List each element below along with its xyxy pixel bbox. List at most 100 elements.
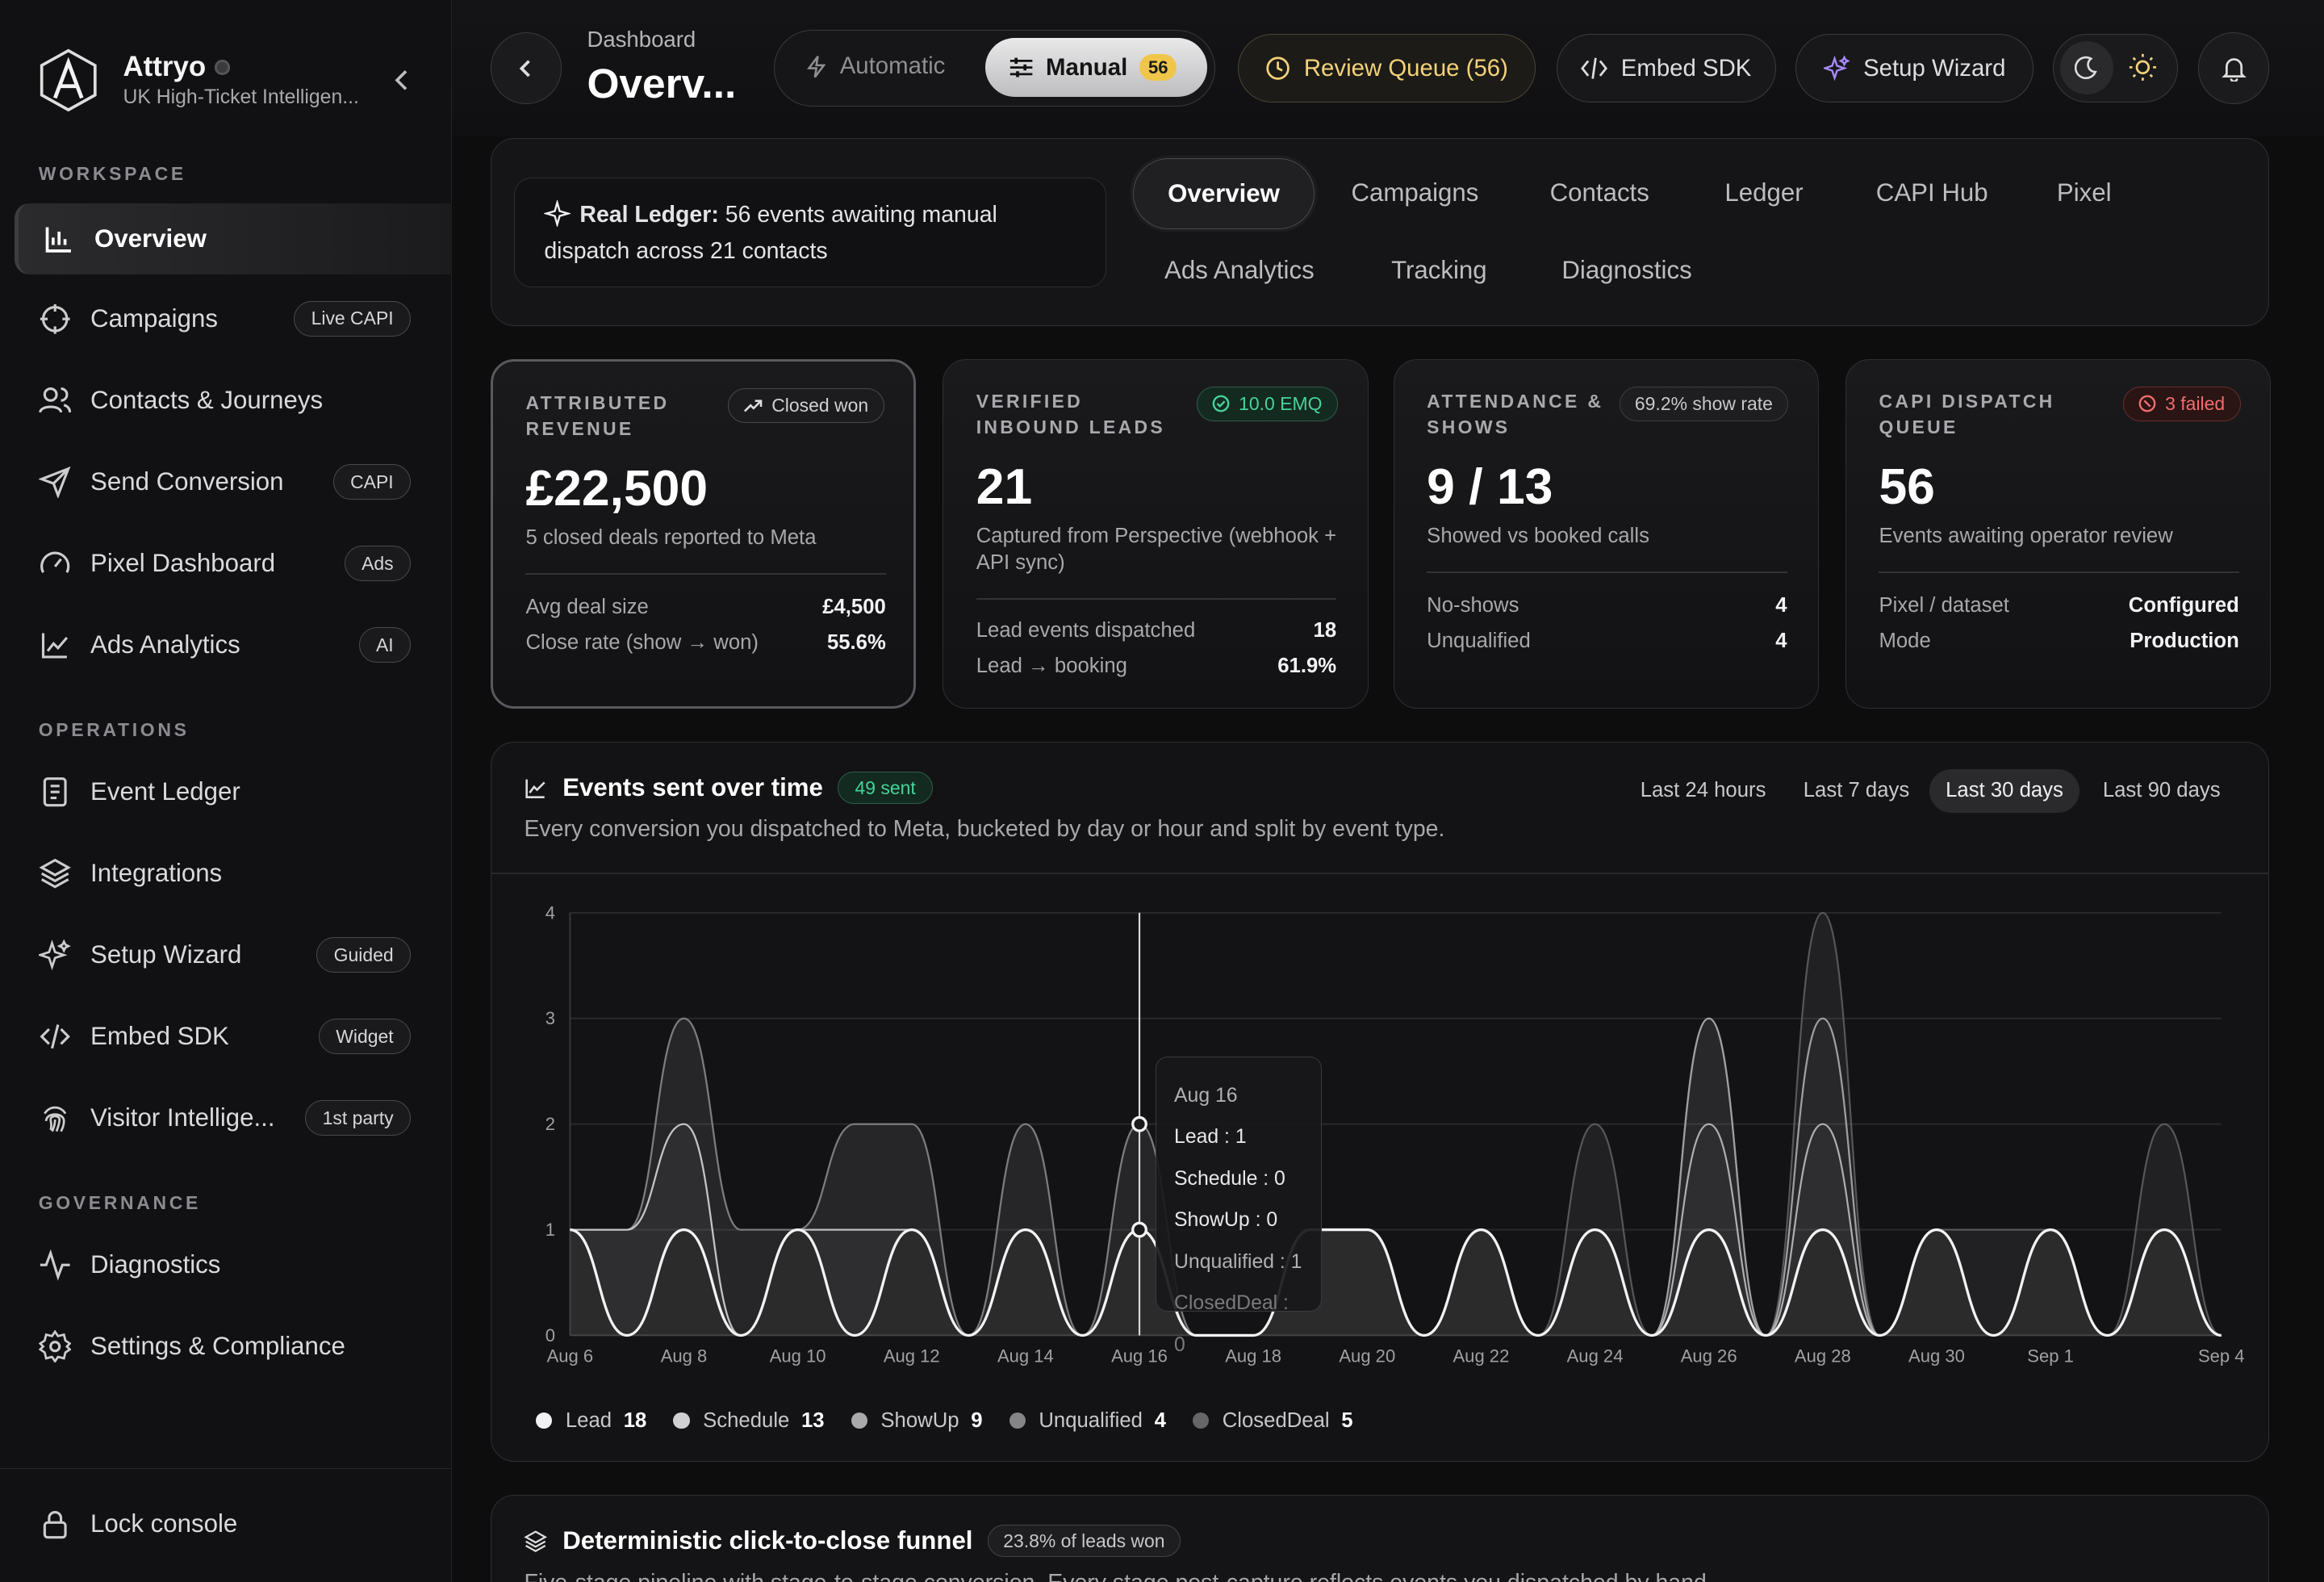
- lock-console-button[interactable]: Lock console: [15, 1488, 452, 1559]
- chart-legend: Lead 18 Schedule 13 ShowUp 9 Unqualified 4 C…: [536, 1409, 1353, 1433]
- legend-item-lead[interactable]: Lead 18: [536, 1409, 646, 1433]
- mode-toggle: Automatic Manual 56: [773, 29, 1216, 107]
- hover-point: [1131, 1115, 1147, 1132]
- tab-overview[interactable]: Overview: [1133, 157, 1315, 229]
- sidebar-item-settings[interactable]: Settings & Compliance: [15, 1311, 452, 1382]
- mode-automatic[interactable]: Automatic: [805, 52, 945, 80]
- tab-diagnostics[interactable]: Diagnostics: [1561, 255, 1692, 284]
- chevron-left-icon: [520, 60, 531, 77]
- legend-item-closeddeal[interactable]: ClosedDeal 5: [1193, 1409, 1353, 1433]
- notifications-button[interactable]: [2198, 32, 2270, 104]
- line-chart-icon: [525, 779, 546, 798]
- card-title: ATTENDANCE & SHOWS: [1427, 391, 1604, 437]
- card-row: Close rate (show → won) 55.6%: [525, 631, 885, 655]
- card-row-value: Configured: [2128, 593, 2239, 617]
- mode-manual[interactable]: Manual 56: [984, 37, 1208, 98]
- sidebar-item-integrations[interactable]: Integrations: [15, 838, 452, 909]
- kpi-card-revenue[interactable]: ATTRIBUTED REVENUE Closed won £22,500 5 …: [491, 358, 917, 709]
- sidebar-item-label: Ads Analytics: [90, 630, 240, 659]
- tab-tracking[interactable]: Tracking: [1391, 255, 1487, 284]
- card-row: Lead → booking 61.9%: [976, 655, 1336, 678]
- sidebar-item-setup-wizard[interactable]: Setup Wizard Guided: [15, 919, 452, 990]
- line-chart-icon: [41, 633, 68, 659]
- card-row-value: 4: [1775, 593, 1787, 617]
- review-queue-button[interactable]: Review Queue (56): [1237, 34, 1536, 103]
- tab-ledger[interactable]: Ledger: [1724, 178, 1804, 207]
- sidebar-item-ads-analytics[interactable]: Ads Analytics AI: [15, 609, 452, 680]
- setup-wizard-button[interactable]: Setup Wizard: [1795, 34, 2034, 103]
- kpi-card-leads[interactable]: VERIFIED INBOUND LEADS 10.0 EMQ 21 Captu…: [943, 358, 1369, 709]
- legend-count: 18: [623, 1409, 647, 1433]
- range-24h[interactable]: Last 24 hours: [1640, 779, 1766, 802]
- legend-item-unqualified[interactable]: Unqualified 4: [1009, 1409, 1166, 1433]
- legend-count: 4: [1154, 1409, 1166, 1433]
- chart-header: Events sent over time 49 sent: [524, 772, 933, 805]
- sliders-icon: [1009, 57, 1033, 77]
- sidebar-item-label: Send Conversion: [90, 467, 284, 496]
- tab-contacts[interactable]: Contacts: [1549, 178, 1649, 207]
- sidebar-item-send-conversion[interactable]: Send Conversion CAPI: [15, 446, 452, 517]
- funnel-badge: 23.8% of leads won: [987, 1525, 1181, 1558]
- bar-chart-icon: [45, 227, 71, 253]
- funnel-header: Deterministic click-to-close funnel 23.8…: [524, 1525, 1181, 1558]
- embed-sdk-button[interactable]: Embed SDK: [1556, 34, 1776, 103]
- x-tick-label: Aug 30: [1908, 1346, 1965, 1366]
- sidebar-item-embed-sdk[interactable]: Embed SDK Widget: [15, 1001, 452, 1072]
- kpi-card-dispatch-queue[interactable]: CAPI DISPATCH QUEUE 3 failed 56 Events a…: [1845, 358, 2272, 709]
- x-tick-label: Aug 6: [547, 1346, 594, 1366]
- hover-point: [1131, 1221, 1147, 1238]
- legend-item-schedule[interactable]: Schedule 13: [673, 1409, 825, 1433]
- chevron-left-icon[interactable]: [388, 65, 415, 95]
- sidebar-item-contacts[interactable]: Contacts & Journeys: [15, 365, 452, 436]
- breadcrumb[interactable]: Dashboard: [587, 27, 696, 52]
- section-operations: OPERATIONS: [38, 718, 190, 740]
- sidebar-item-label: Contacts & Journeys: [90, 385, 324, 414]
- range-30d[interactable]: Last 30 days: [1929, 768, 2080, 814]
- activity-icon: [40, 1249, 70, 1281]
- top-bar: Dashboard Overv... Automatic Manual 56 R…: [452, 0, 2324, 136]
- card-row-value: 4: [1775, 629, 1787, 652]
- card-row-value: 55.6%: [826, 630, 886, 654]
- sidebar-item-visitor-intelligence[interactable]: Visitor Intellige... 1st party: [15, 1082, 452, 1153]
- sidebar-item-campaigns[interactable]: Campaigns Live CAPI: [15, 283, 452, 354]
- card-badge: Closed won: [727, 387, 884, 424]
- sidebar-item-diagnostics[interactable]: Diagnostics: [15, 1229, 452, 1300]
- sun-icon[interactable]: [2128, 52, 2158, 89]
- y-tick-label: 4: [545, 902, 555, 923]
- card-row-label: No-shows: [1427, 593, 1519, 617]
- tab-ads-analytics[interactable]: Ads Analytics: [1164, 255, 1315, 284]
- funnel-subtitle: Five-stage pipeline with stage-to-stage …: [524, 1570, 1712, 1582]
- tab-campaigns[interactable]: Campaigns: [1351, 178, 1479, 207]
- range-7d[interactable]: Last 7 days: [1803, 779, 1910, 802]
- gauge-icon: [40, 551, 70, 573]
- sidebar-item-pixel-dashboard[interactable]: Pixel Dashboard Ads: [15, 528, 452, 599]
- theme-toggle[interactable]: [2053, 34, 2178, 103]
- legend-label: Schedule: [703, 1409, 790, 1433]
- setup-wizard-label: Setup Wizard: [1863, 54, 2006, 82]
- range-90d[interactable]: Last 90 days: [2102, 779, 2221, 802]
- card-title: VERIFIED INBOUND LEADS: [976, 391, 1165, 437]
- tab-pixel[interactable]: Pixel: [2056, 178, 2112, 207]
- sidebar-item-overview[interactable]: Overview: [15, 203, 453, 274]
- card-row-value: 61.9%: [1277, 655, 1337, 678]
- chart-title: Events sent over time: [562, 773, 823, 802]
- page-title: Overv...: [587, 60, 737, 107]
- tooltip-row: Schedule : 0: [1174, 1167, 1285, 1190]
- card-badge-label: Closed won: [771, 394, 869, 416]
- sparkle-icon: [542, 199, 572, 228]
- card-row-label: Lead → booking: [976, 655, 1127, 678]
- gear-icon: [38, 1329, 72, 1363]
- moon-icon[interactable]: [2059, 40, 2113, 94]
- legend-item-showup[interactable]: ShowUp 9: [851, 1409, 983, 1433]
- back-button[interactable]: [491, 32, 562, 104]
- mode-manual-label: Manual: [1046, 53, 1128, 81]
- x-tick-label: Aug 8: [661, 1346, 708, 1366]
- tooltip-row: ShowUp : 0: [1174, 1209, 1278, 1232]
- tab-capi-hub[interactable]: CAPI Hub: [1875, 178, 1988, 207]
- brand[interactable]: Attryo UK High-Ticket Intelligen...: [39, 48, 359, 113]
- card-row: Unqualified 4: [1427, 630, 1787, 653]
- card-title: ATTRIBUTED REVENUE: [525, 392, 670, 439]
- kpi-card-attendance[interactable]: ATTENDANCE & SHOWS 69.2% show rate 9 / 1…: [1393, 358, 1819, 709]
- sidebar-item-event-ledger[interactable]: Event Ledger: [15, 756, 452, 827]
